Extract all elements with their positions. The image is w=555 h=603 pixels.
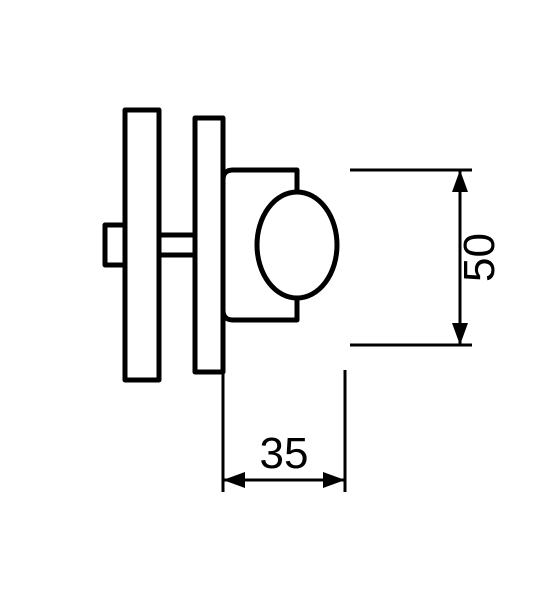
technical-drawing: 35 50 <box>0 0 555 603</box>
base-plate <box>125 110 159 380</box>
shaft <box>159 235 195 255</box>
spindle-tab <box>105 225 125 265</box>
rose-plate <box>195 118 223 372</box>
dim-50-arrow-bottom <box>452 323 468 345</box>
dim-35-arrow-right <box>323 472 345 488</box>
dim-50-label: 50 <box>455 233 504 282</box>
dim-35-label: 35 <box>260 429 309 478</box>
dim-50-arrow-top <box>452 170 468 192</box>
knob-ellipse <box>257 192 337 298</box>
dim-35-arrow-left <box>223 472 245 488</box>
object-outline <box>105 110 337 380</box>
